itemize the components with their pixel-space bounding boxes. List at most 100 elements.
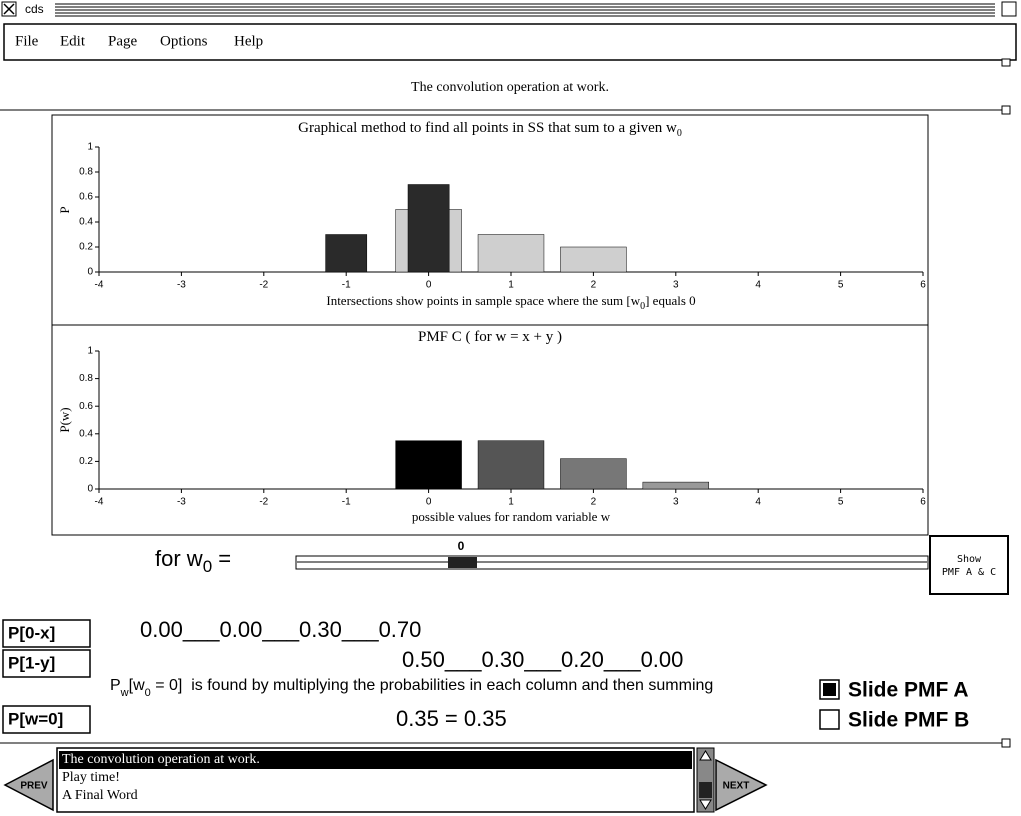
y-tick-label: 0 <box>87 267 93 278</box>
note: Pw[w0 = 0] is found by multiplying the p… <box>110 677 713 699</box>
row-text: 0.00___0.00___0.30___0.70 <box>140 617 421 642</box>
y-tick-label: 1 <box>87 142 93 153</box>
y-axis-label: P(w) <box>57 407 72 432</box>
chart-title-text: Graphical method to find all points in S… <box>298 120 677 136</box>
x-axis-label-sub: 0 <box>640 301 645 312</box>
list-item[interactable]: The convolution operation at work. <box>62 752 260 767</box>
result-text: 0.35 = 0.35 <box>396 706 507 731</box>
y-tick-label: 0.8 <box>79 167 93 178</box>
note-text: = 0] is found by multiplying the probabi… <box>151 677 714 694</box>
x-tick-label: 2 <box>591 280 597 291</box>
x-tick-label: -3 <box>177 280 186 291</box>
chart-title-text: PMF C ( for w = x + y ) <box>418 329 562 345</box>
x-tick-label: 6 <box>920 497 926 508</box>
slider-label-sub: 0 <box>203 557 212 576</box>
x-tick-label: 3 <box>673 280 679 291</box>
button-label: Show <box>957 554 982 565</box>
note-sub: 0 <box>145 687 151 699</box>
checkbox-label: Slide PMF B <box>848 709 969 732</box>
x-tick-label: -1 <box>342 280 351 291</box>
checkbox-label: Slide PMF A <box>848 679 969 702</box>
menu-item[interactable]: Page <box>108 33 138 49</box>
y-tick-label: 0.6 <box>79 192 93 203</box>
x-axis-label-text: ] equals 0 <box>645 293 696 308</box>
y-tick-label: 0.4 <box>79 428 93 439</box>
next-label: NEXT <box>723 781 750 792</box>
x-tick-label: 5 <box>838 497 844 508</box>
menu-item[interactable]: Help <box>234 33 263 49</box>
result-label: P[w=0] <box>8 709 63 728</box>
x-tick-label: 1 <box>508 280 514 291</box>
x-tick-label: -4 <box>95 497 104 508</box>
note-text: [w <box>129 677 145 694</box>
bar <box>395 440 462 490</box>
slider-thumb[interactable] <box>448 557 477 568</box>
note-sub: w <box>120 687 129 699</box>
x-tick-label: 4 <box>755 280 761 291</box>
bar <box>560 458 627 490</box>
prev-label: PREV <box>20 781 48 792</box>
checkbox[interactable] <box>819 709 840 730</box>
menu-item[interactable]: Edit <box>60 33 86 49</box>
y-axis-label: P <box>57 206 72 213</box>
x-axis-label: possible values for random variable w <box>412 509 611 524</box>
x-tick-label: -3 <box>177 497 186 508</box>
row-text: 0.50___0.30___0.20___0.00 <box>402 647 683 672</box>
x-tick-label: 5 <box>838 280 844 291</box>
bar <box>642 481 710 490</box>
x-tick-label: -4 <box>95 280 104 291</box>
button-label: PMF A & C <box>942 567 996 578</box>
y-tick-label: 0 <box>87 484 93 495</box>
row-label: P[0-x] <box>8 623 55 642</box>
bar <box>560 246 627 273</box>
chart-title: PMF C ( for w = x + y ) <box>418 329 562 345</box>
x-tick-label: 0 <box>426 280 432 291</box>
x-axis-label-text: possible values for random variable w <box>412 509 611 524</box>
x-tick-label: 4 <box>755 497 761 508</box>
next-button[interactable] <box>715 758 768 812</box>
maximize-button[interactable] <box>1001 1 1017 17</box>
list-item[interactable]: A Final Word <box>62 788 138 803</box>
list-item[interactable]: Play time! <box>62 770 120 785</box>
y-tick-label: 0.4 <box>79 217 93 228</box>
x-tick-label: 2 <box>591 497 597 508</box>
note-text: P <box>110 677 121 694</box>
slider-label-text: = <box>212 546 231 571</box>
chart-title-sub: 0 <box>677 128 682 139</box>
slider-label-text: for w <box>155 546 203 571</box>
y-tick-label: 0.2 <box>79 242 93 253</box>
chart-title: Graphical method to find all points in S… <box>298 120 682 139</box>
menu-item[interactable]: File <box>15 33 39 49</box>
list-selection <box>59 751 692 769</box>
x-tick-label: -2 <box>259 280 268 291</box>
x-tick-label: 6 <box>920 280 926 291</box>
row-label-box <box>2 705 91 734</box>
y-tick-label: 0.6 <box>79 401 93 412</box>
y-tick-label: 0.2 <box>79 456 93 467</box>
y-tick-label: 1 <box>87 346 93 357</box>
window-title: cds <box>25 2 44 16</box>
x-tick-label: 1 <box>508 497 514 508</box>
x-tick-label: -2 <box>259 497 268 508</box>
prev-button[interactable] <box>3 758 54 812</box>
x-tick-label: 0 <box>426 497 432 508</box>
x-tick-label: -1 <box>342 497 351 508</box>
row-label: P[1-y] <box>8 653 55 672</box>
bar <box>325 234 368 273</box>
show-button[interactable] <box>929 535 1009 595</box>
page-header: The convolution operation at work. <box>411 80 609 95</box>
row-label-box <box>2 649 91 678</box>
slider-label: for w0 = <box>155 546 231 577</box>
x-tick-label: 3 <box>673 497 679 508</box>
checkbox-mark <box>823 683 836 696</box>
menu-bar <box>3 23 1017 61</box>
bar <box>477 440 545 490</box>
bar <box>477 234 545 273</box>
row-label-box <box>2 619 91 648</box>
x-axis-label: Intersections show points in sample spac… <box>326 293 695 312</box>
menu-item[interactable]: Options <box>160 33 208 49</box>
slider-value: 0 <box>458 539 465 553</box>
x-axis-label-text: Intersections show points in sample spac… <box>326 293 640 308</box>
y-tick-label: 0.8 <box>79 373 93 384</box>
